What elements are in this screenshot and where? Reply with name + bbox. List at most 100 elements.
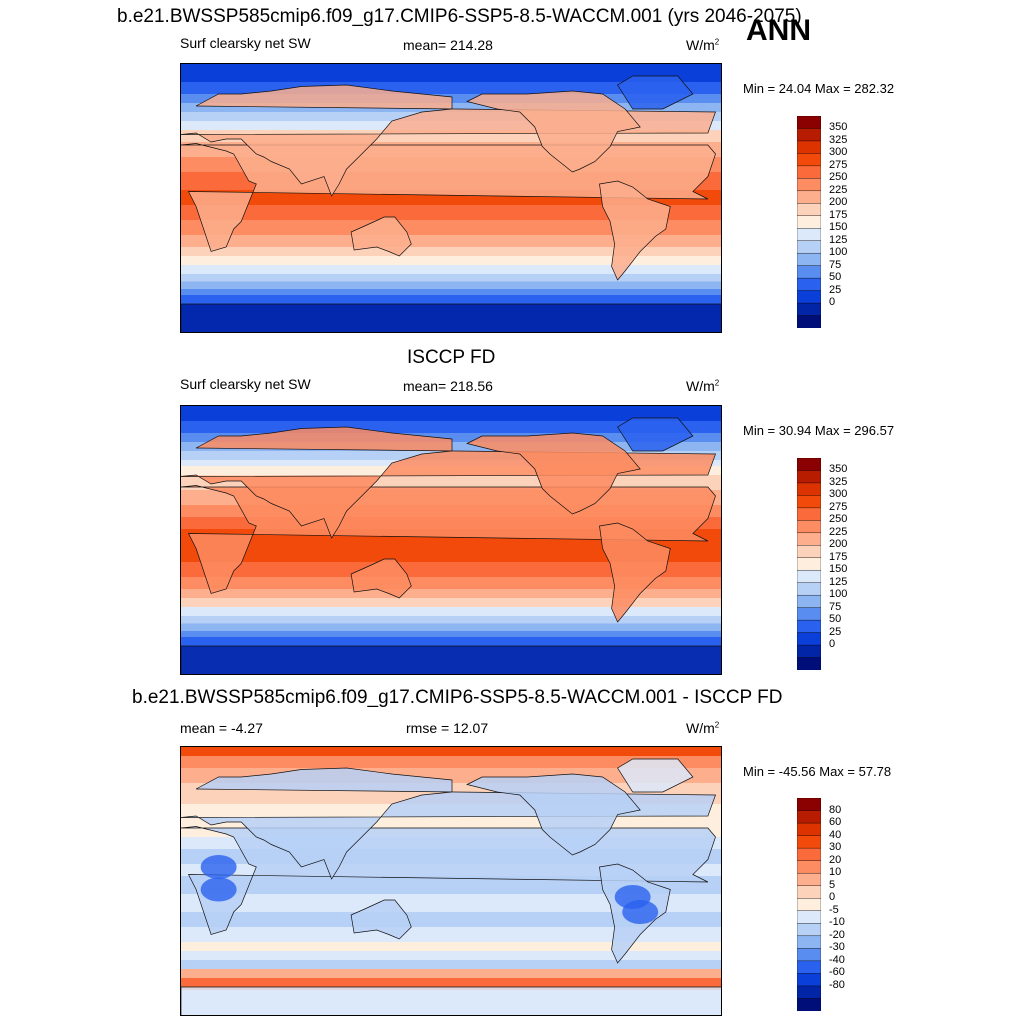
anomaly-region xyxy=(622,900,659,924)
colorbar-swatch xyxy=(797,810,821,824)
colorbar-swatch xyxy=(797,240,821,254)
panel-3-map-svg xyxy=(181,747,721,1015)
map-band xyxy=(181,247,721,257)
colorbar-swatch xyxy=(797,520,821,534)
map-band xyxy=(181,274,721,283)
colorbar-swatch xyxy=(797,619,821,634)
continent-outline xyxy=(181,986,721,1015)
continent-outline xyxy=(617,75,694,110)
season-label: ANN xyxy=(746,14,811,47)
panel-1-minmax: Min = 24.04 Max = 282.32 xyxy=(743,81,895,96)
colorbar-swatch xyxy=(797,153,821,167)
panel-2-title: ISCCP FD xyxy=(407,347,496,368)
continent-outline xyxy=(599,522,671,623)
colorbar-swatch xyxy=(797,265,821,279)
map-band xyxy=(181,876,721,895)
panel-2-map xyxy=(180,405,722,675)
map-band xyxy=(181,623,721,632)
colorbar-swatch xyxy=(797,910,821,924)
colorbar-swatch xyxy=(797,644,821,659)
colorbar-swatch xyxy=(797,935,821,950)
anomaly-region xyxy=(200,855,237,879)
colorbar-swatch xyxy=(797,632,821,646)
colorbar-label: 25 xyxy=(829,625,842,638)
colorbar-label: 60 xyxy=(829,816,842,829)
case-title: b.e21.BWSSP585cmip6.f09_g17.CMIP6-SSP5-8… xyxy=(117,6,802,27)
map-band xyxy=(181,235,721,248)
colorbar-swatch xyxy=(797,482,821,497)
map-band xyxy=(181,289,721,296)
map-band xyxy=(181,220,721,236)
colorbar-label: -20 xyxy=(829,928,845,941)
colorbar-label: 250 xyxy=(829,513,848,526)
map-band xyxy=(181,265,721,275)
colorbar-label: 225 xyxy=(829,183,848,196)
colorbar-swatch xyxy=(797,532,821,546)
colorbar-label: 200 xyxy=(829,538,848,551)
colorbar-swatch xyxy=(797,178,821,192)
colorbar-label: 250 xyxy=(829,171,848,184)
map-band xyxy=(181,205,721,221)
map-band xyxy=(181,756,721,769)
colorbar-swatch xyxy=(797,657,821,670)
colorbar-label: -30 xyxy=(829,941,845,954)
panel-1-map xyxy=(180,63,722,333)
colorbar-swatch xyxy=(797,252,821,267)
colorbar-swatch xyxy=(797,203,821,217)
colorbar-swatch xyxy=(797,215,821,229)
panel-2-colorbar xyxy=(797,458,821,670)
panel-3-title: b.e21.BWSSP585cmip6.f09_g17.CMIP6-SSP5-8… xyxy=(132,687,783,708)
colorbar-label: 325 xyxy=(829,475,848,488)
map-band xyxy=(181,616,721,625)
colorbar-label: 300 xyxy=(829,146,848,159)
colorbar-label: 10 xyxy=(829,866,842,879)
map-band xyxy=(181,631,721,638)
colorbar-label: 275 xyxy=(829,500,848,513)
colorbar-swatch xyxy=(797,557,821,571)
colorbar-label: 50 xyxy=(829,271,842,284)
colorbar-swatch xyxy=(797,822,821,837)
panel-3-rmse-label: rmse = 12.07 xyxy=(406,720,489,736)
panel-1-units: W/m2 xyxy=(686,37,720,53)
colorbar-label: 225 xyxy=(829,525,848,538)
colorbar-label: 25 xyxy=(829,283,842,296)
colorbar-swatch xyxy=(797,835,821,849)
colorbar-swatch xyxy=(797,923,821,937)
colorbar-label: 100 xyxy=(829,588,848,601)
continent-outline xyxy=(350,899,412,940)
colorbar-swatch xyxy=(797,872,821,887)
panel-3-mean-label: mean = -4.27 xyxy=(180,720,263,736)
panel-2-map-svg xyxy=(181,406,721,674)
colorbar-label: 150 xyxy=(829,221,848,234)
colorbar-swatch xyxy=(797,116,821,130)
map-band xyxy=(181,562,721,578)
map-band xyxy=(181,433,721,443)
colorbar-label: 200 xyxy=(829,196,848,209)
colorbar-swatch xyxy=(797,898,821,912)
colorbar-swatch xyxy=(797,140,821,155)
colorbar-label: -40 xyxy=(829,953,845,966)
map-band xyxy=(181,589,721,599)
colorbar-label: -80 xyxy=(829,978,845,991)
colorbar-label: 300 xyxy=(829,488,848,501)
continent-outline xyxy=(617,758,694,793)
panel-1-colorbar xyxy=(797,116,821,328)
continent-outline xyxy=(599,180,671,281)
panel-1-map-svg xyxy=(181,64,721,332)
continent-outline xyxy=(617,417,694,452)
colorbar-label: -60 xyxy=(829,966,845,979)
colorbar-swatch xyxy=(797,973,821,987)
colorbar-swatch xyxy=(797,570,821,584)
panel-2-minmax: Min = 30.94 Max = 296.57 xyxy=(743,423,895,438)
map-band xyxy=(181,747,721,757)
map-band xyxy=(181,544,721,563)
panel-2-units: W/m2 xyxy=(686,378,720,394)
panel-2-mean-label: mean= 218.56 xyxy=(403,378,493,394)
colorbar-label: 80 xyxy=(829,803,842,816)
colorbar-label: 350 xyxy=(829,463,848,476)
colorbar-label: 175 xyxy=(829,550,848,563)
colorbar-swatch xyxy=(797,607,821,621)
map-band xyxy=(181,969,721,979)
panel-2-variable-label: Surf clearsky net SW xyxy=(180,376,311,392)
colorbar-swatch xyxy=(797,128,821,142)
